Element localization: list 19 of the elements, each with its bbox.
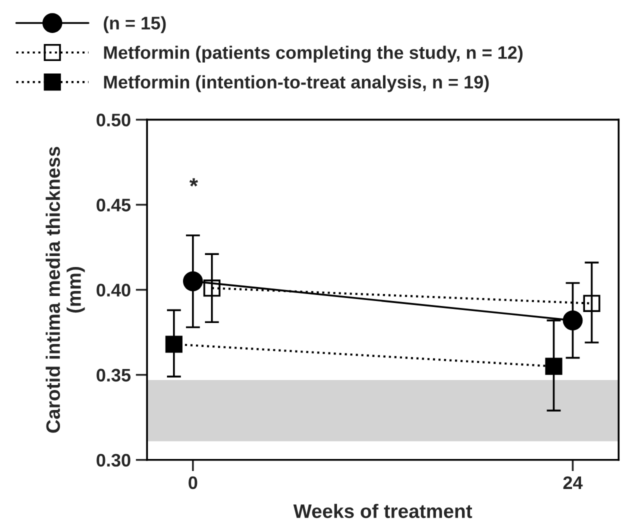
point xyxy=(545,358,562,375)
y-tick-label: 0.50 xyxy=(96,114,130,126)
y-tick-label: 0.35 xyxy=(96,368,131,382)
legend-label: Metformin (patients completing the study, n = 12) xyxy=(104,46,523,63)
point xyxy=(182,271,203,292)
legend-label: Metformin (intention-to-treat analysis, n = 19) xyxy=(104,75,489,92)
legend-label: (n = 15) xyxy=(104,16,166,34)
y-tick-label: 0.40 xyxy=(96,284,130,297)
point xyxy=(203,280,220,297)
annotation: * xyxy=(189,178,198,186)
x-tick-label: 0 xyxy=(188,476,198,490)
x-axis-title: Weeks of treatment xyxy=(293,504,472,518)
point xyxy=(165,336,182,353)
y-tick-label: 0.30 xyxy=(96,454,130,467)
y-axis-title: Carotid intima media thickness (mm) xyxy=(46,146,85,433)
point xyxy=(583,294,600,312)
x-tick-label: 24 xyxy=(563,476,583,489)
y-tick-label: 0.45 xyxy=(96,198,131,212)
point xyxy=(562,310,583,330)
